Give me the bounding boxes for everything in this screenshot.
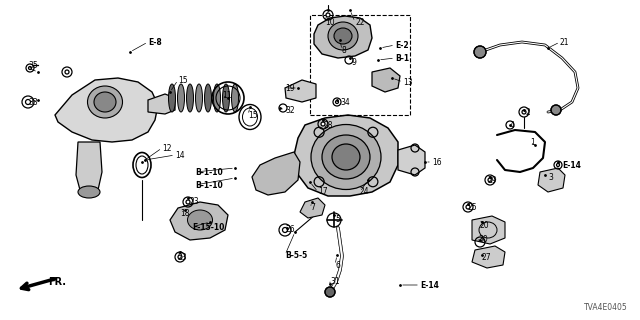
Polygon shape [170,202,228,240]
Text: 29: 29 [488,175,498,185]
Polygon shape [472,246,505,268]
Polygon shape [55,78,158,142]
Text: B-1-10: B-1-10 [195,167,223,177]
Text: 7: 7 [310,204,315,212]
Ellipse shape [335,100,339,103]
Polygon shape [252,152,300,195]
Ellipse shape [282,228,287,233]
Text: E-14: E-14 [420,281,439,290]
Text: 15: 15 [248,110,258,119]
Text: E-15-10: E-15-10 [192,222,225,231]
Ellipse shape [322,135,370,179]
Text: B-5-5: B-5-5 [285,251,307,260]
Text: 23: 23 [178,253,188,262]
Polygon shape [398,145,425,175]
Ellipse shape [178,255,182,259]
Ellipse shape [188,210,212,230]
Text: 21: 21 [560,37,570,46]
Ellipse shape [65,70,69,74]
Ellipse shape [325,287,335,297]
Ellipse shape [551,105,561,115]
Text: 24: 24 [360,188,370,196]
Text: 22: 22 [355,18,365,27]
Polygon shape [538,168,565,192]
Text: 35: 35 [28,60,38,69]
Ellipse shape [332,144,360,170]
Text: 4: 4 [510,121,515,130]
Ellipse shape [488,178,492,182]
Text: 18: 18 [180,209,189,218]
Polygon shape [148,94,175,114]
Text: 12: 12 [162,143,172,153]
Text: 20: 20 [480,220,490,229]
Text: 23: 23 [190,197,200,206]
Polygon shape [314,16,372,58]
Ellipse shape [168,84,175,112]
Text: 5: 5 [335,215,340,225]
Ellipse shape [522,110,526,114]
Text: 1: 1 [530,138,535,147]
Ellipse shape [205,84,211,112]
Polygon shape [76,142,102,192]
Text: 17: 17 [318,188,328,196]
Text: 27: 27 [482,253,492,262]
Text: 16: 16 [432,157,442,166]
Ellipse shape [328,22,358,50]
Text: 10: 10 [325,18,335,27]
Text: 6: 6 [335,260,340,269]
Text: E-8: E-8 [148,37,162,46]
Ellipse shape [321,122,325,126]
Ellipse shape [557,164,559,166]
Text: E-2: E-2 [395,41,408,50]
Text: 3: 3 [548,172,553,181]
Ellipse shape [195,84,202,112]
Polygon shape [294,115,398,196]
Polygon shape [300,198,325,218]
Text: 11: 11 [222,91,232,100]
Text: 26: 26 [285,226,294,235]
Polygon shape [472,216,505,244]
Text: 19: 19 [285,84,294,92]
Ellipse shape [311,124,381,189]
Text: 13: 13 [403,77,413,86]
Text: 34: 34 [340,98,349,107]
Text: 2: 2 [525,108,530,116]
Ellipse shape [334,28,352,44]
Text: 25: 25 [468,203,477,212]
Ellipse shape [223,84,230,112]
Ellipse shape [26,100,31,105]
Ellipse shape [186,200,190,204]
Ellipse shape [186,84,193,112]
Text: 8: 8 [342,45,347,54]
Text: 15: 15 [178,76,188,84]
Ellipse shape [474,46,486,58]
Ellipse shape [94,92,116,112]
Text: 14: 14 [175,150,184,159]
Polygon shape [372,68,400,92]
Text: B-1-10: B-1-10 [195,180,223,189]
Ellipse shape [466,205,470,209]
Ellipse shape [326,13,330,17]
Text: 31: 31 [330,277,340,286]
Ellipse shape [177,84,184,112]
Text: TVA4E0405: TVA4E0405 [584,303,628,312]
Ellipse shape [232,84,239,112]
Text: 9: 9 [352,58,357,67]
Text: E-14: E-14 [562,161,581,170]
Text: 33: 33 [28,98,38,107]
Text: B-1: B-1 [395,53,409,62]
Ellipse shape [88,86,122,118]
Text: FR.: FR. [48,277,66,287]
Ellipse shape [214,84,221,112]
Text: 30: 30 [478,236,488,244]
Polygon shape [285,80,316,102]
Ellipse shape [78,186,100,198]
Bar [310,15,410,115]
Text: 32: 32 [285,106,294,115]
Ellipse shape [29,67,31,69]
Text: 28: 28 [323,121,333,130]
